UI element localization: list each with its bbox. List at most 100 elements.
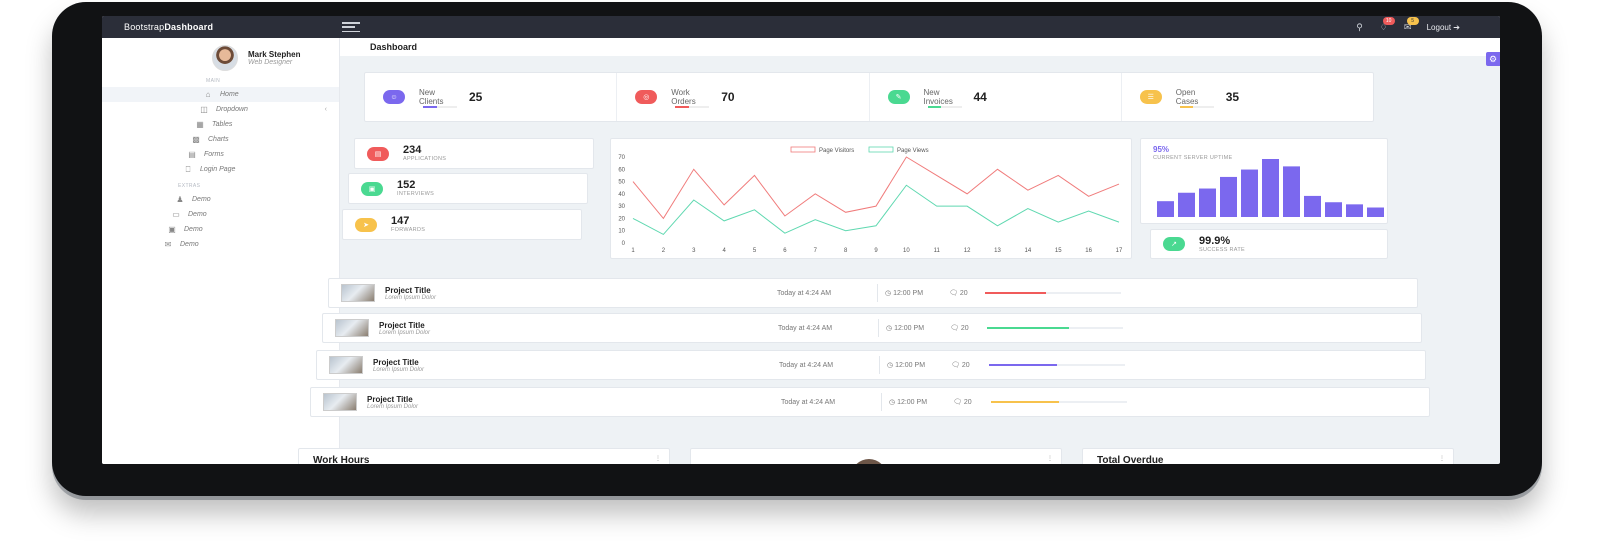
x-tick-label: 14 — [1025, 248, 1032, 254]
x-tick-label: 4 — [722, 248, 726, 254]
x-tick-label: 16 — [1085, 248, 1092, 254]
search-icon[interactable]: ⚲ — [1356, 21, 1363, 32]
metric-interviews: ▣ 152 INTERVIEWS — [348, 173, 588, 204]
stat-open-cases: ☰ Open Cases 35 — [1122, 73, 1373, 121]
home-icon: ⌂ — [205, 90, 211, 99]
stat-label: Work Orders — [671, 88, 696, 106]
interviews-icon: ▣ — [361, 181, 383, 196]
project-time: Today at 4:24 AM — [778, 324, 833, 332]
metric-applications: ▤ 234 APPLICATIONS — [354, 138, 594, 169]
project-subtitle: Lorem Ipsum Dolor — [385, 294, 437, 301]
metric-label: APPLICATIONS — [403, 156, 447, 162]
stat-progress — [675, 106, 710, 108]
legend-label: Page Visitors — [819, 148, 854, 154]
project-time: Today at 4:24 AM — [781, 398, 836, 406]
brand-light-text: Bootstrap — [124, 22, 165, 32]
more-options-icon[interactable]: ⋮ — [1047, 456, 1053, 462]
sidebar-item-demo-4[interactable]: ✉ Demo — [102, 237, 339, 252]
applications-icon: ▤ — [367, 146, 389, 161]
server-uptime-card: 95% CURRENT SERVER UPTIME — [1140, 138, 1388, 224]
sidebar-item-demo-2[interactable]: ▭ Demo — [102, 207, 339, 222]
success-rate-card: ↗ 99.9% SUCCESS RATE — [1150, 229, 1388, 259]
form-icon: ▤ — [188, 150, 196, 159]
sidebar-item-tables[interactable]: ▦ Tables — [102, 117, 339, 132]
more-options-icon[interactable]: ⋮ — [655, 456, 661, 462]
project-row[interactable]: Project Title Lorem Ipsum Dolor Today at 4… — [310, 387, 1430, 417]
section-label-extras: EXTRAS — [178, 183, 201, 189]
uptime-bar — [1262, 159, 1279, 217]
metric-value: 152 — [397, 179, 416, 191]
project-subtitle: Lorem Ipsum Dolor — [379, 329, 431, 336]
sidebar-item-charts[interactable]: ▩ Charts — [102, 132, 339, 147]
sidebar-item-label: Demo — [180, 241, 199, 248]
notification-badge: 10 — [1382, 17, 1395, 25]
divider — [878, 319, 879, 337]
login-icon: ⎕ — [185, 164, 191, 174]
sidebar-item-demo-1[interactable]: ♟ Demo — [102, 192, 339, 207]
y-tick-label: 20 — [618, 216, 625, 222]
x-tick-label: 1 — [631, 248, 635, 254]
success-value: 99.9% — [1199, 234, 1231, 247]
more-options-icon[interactable]: ⋮ — [1439, 456, 1445, 462]
uptime-value: 95% — [1153, 145, 1170, 154]
y-tick-label: 60 — [618, 167, 625, 173]
line-chart-card: 0 10 20 30 40 50 60 70 1 2 3 4 5 6 7 8 9 10 11 12 13 14 15 16 17… — [610, 138, 1132, 259]
sidebar-item-dropdown[interactable]: ◫ Dropdown ‹ — [102, 102, 339, 117]
sidebar-item-label: Login Page — [200, 166, 236, 173]
divider — [877, 284, 878, 302]
project-row[interactable]: Project Title Lorem Ipsum Dolor Today at 4… — [328, 278, 1418, 308]
stat-work-orders: ◎ Work Orders 70 — [617, 73, 870, 121]
project-row[interactable]: Project Title Lorem Ipsum Dolor Today at 4… — [322, 313, 1422, 343]
menu-toggle-icon[interactable] — [342, 22, 360, 32]
sidebar-item-demo-3[interactable]: ▣ Demo — [102, 222, 339, 237]
divider — [881, 393, 882, 411]
stat-progress-fill — [423, 106, 437, 108]
uptime-label: CURRENT SERVER UPTIME — [1153, 155, 1233, 161]
y-tick-label: 0 — [622, 241, 626, 247]
chevron-left-icon: ‹ — [324, 106, 327, 113]
project-title: Project Title — [379, 320, 425, 330]
project-progress-fill — [987, 327, 1069, 329]
page-title: Dashboard — [370, 42, 418, 52]
sidebar-item-label: Forms — [204, 151, 224, 158]
project-time: Today at 4:24 AM — [777, 289, 832, 297]
sidebar-item-login-page[interactable]: ⎕ Login Page — [102, 162, 339, 177]
project-clock: ◷ 12:00 PM — [887, 361, 925, 369]
settings-gear-icon[interactable]: ⚙ — [1486, 52, 1500, 66]
sidebar-item-label: Demo — [192, 196, 211, 203]
project-clock: ◷ 12:00 PM — [885, 289, 923, 297]
bell-icon[interactable]: ♢ 10 — [1379, 17, 1395, 32]
sidebar-item-label: Demo — [188, 211, 207, 218]
sidebar-item-forms[interactable]: ▤ Forms — [102, 147, 339, 162]
uptime-bar — [1157, 201, 1174, 217]
project-progress-fill — [985, 292, 1047, 294]
x-tick-label: 3 — [692, 248, 696, 254]
sidebar: Mark Stephen Web Designer MAIN ⌂ Home ◫ Dr… — [102, 38, 340, 464]
y-tick-label: 10 — [618, 229, 625, 235]
work-hours-title: Work Hours — [313, 455, 370, 464]
project-progress — [991, 401, 1127, 403]
uptime-bar — [1199, 188, 1216, 217]
comment-count: 20 — [961, 362, 970, 369]
invoices-icon: ✎ — [887, 90, 910, 104]
envelope-icon[interactable]: ✉ 5 — [1403, 17, 1419, 32]
project-comments: 🗨 20 — [949, 289, 968, 297]
top-navbar: BootstrapDashboard ⚲ ♢ 10 ✉ 5 Logout ➔ — [102, 16, 1500, 38]
clock-text: 12:00 PM — [897, 399, 928, 406]
uptime-bar — [1367, 207, 1384, 217]
stat-progress-fill — [675, 106, 689, 108]
user-profile[interactable]: Mark Stephen Web Designer — [102, 38, 339, 72]
stat-value: 25 — [469, 90, 483, 104]
project-progress — [989, 364, 1125, 366]
stat-label: Open Cases — [1175, 88, 1199, 106]
project-row[interactable]: Project Title Lorem Ipsum Dolor Today at 4… — [316, 350, 1426, 380]
brand-logo[interactable]: BootstrapDashboard — [102, 22, 342, 32]
comment-count: 20 — [960, 325, 969, 332]
project-subtitle: Lorem Ipsum Dolor — [373, 366, 425, 373]
logout-button[interactable]: Logout ➔ — [1427, 23, 1460, 32]
trend-icon: ↗ — [1163, 237, 1185, 251]
metric-label: FORWARDS — [391, 227, 426, 233]
sidebar-item-home[interactable]: ⌂ Home — [102, 87, 339, 102]
legend-label: Page Views — [897, 148, 929, 154]
divider — [879, 356, 880, 374]
